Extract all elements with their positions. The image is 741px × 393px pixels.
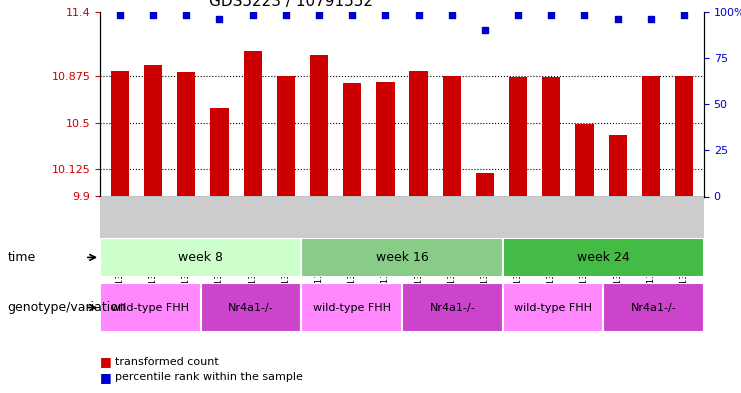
Bar	[244, 51, 262, 196]
Point	[545, 12, 557, 18]
FancyBboxPatch shape	[402, 283, 502, 332]
Bar	[675, 76, 693, 196]
Point	[379, 12, 391, 18]
Bar	[608, 135, 627, 196]
Bar	[276, 76, 295, 196]
FancyBboxPatch shape	[502, 238, 704, 277]
FancyBboxPatch shape	[603, 283, 704, 332]
Point	[479, 27, 491, 33]
Bar	[642, 76, 660, 196]
Text: GDS5223 / 10791552: GDS5223 / 10791552	[209, 0, 373, 9]
Text: ■: ■	[100, 355, 112, 368]
Text: wild-type FHH: wild-type FHH	[111, 303, 190, 312]
Point	[612, 16, 624, 22]
FancyBboxPatch shape	[302, 238, 502, 277]
Point	[280, 12, 292, 18]
FancyBboxPatch shape	[302, 283, 402, 332]
Point	[213, 16, 225, 22]
Text: genotype/variation: genotype/variation	[7, 301, 126, 314]
FancyBboxPatch shape	[100, 238, 302, 277]
Point	[346, 12, 358, 18]
Text: Nr4a1-/-: Nr4a1-/-	[228, 303, 274, 312]
Bar	[410, 71, 428, 196]
FancyBboxPatch shape	[100, 283, 201, 332]
Point	[579, 12, 591, 18]
Text: wild-type FHH: wild-type FHH	[313, 303, 391, 312]
Bar	[509, 77, 528, 196]
Bar	[376, 82, 394, 196]
Bar	[575, 124, 594, 196]
Bar	[343, 83, 362, 196]
Bar	[177, 72, 196, 196]
Text: week 16: week 16	[376, 251, 428, 264]
Point	[114, 12, 126, 18]
FancyBboxPatch shape	[201, 283, 302, 332]
Point	[247, 12, 259, 18]
Bar	[144, 65, 162, 196]
Point	[313, 12, 325, 18]
Point	[147, 12, 159, 18]
Text: percentile rank within the sample: percentile rank within the sample	[115, 372, 303, 382]
Point	[512, 12, 524, 18]
Bar	[210, 108, 229, 196]
Text: week 24: week 24	[577, 251, 630, 264]
Point	[446, 12, 458, 18]
Text: week 8: week 8	[178, 251, 223, 264]
Text: Nr4a1-/-: Nr4a1-/-	[631, 303, 677, 312]
Bar	[476, 173, 494, 196]
Text: wild-type FHH: wild-type FHH	[514, 303, 592, 312]
Bar	[310, 55, 328, 196]
FancyBboxPatch shape	[502, 283, 603, 332]
Text: transformed count: transformed count	[115, 356, 219, 367]
Text: ■: ■	[100, 371, 112, 384]
Text: Nr4a1-/-: Nr4a1-/-	[430, 303, 475, 312]
Point	[413, 12, 425, 18]
Bar	[442, 76, 461, 196]
Point	[678, 12, 690, 18]
Point	[180, 12, 192, 18]
Bar	[542, 77, 560, 196]
Point	[645, 16, 657, 22]
Text: time: time	[7, 251, 36, 264]
Bar	[111, 71, 129, 196]
